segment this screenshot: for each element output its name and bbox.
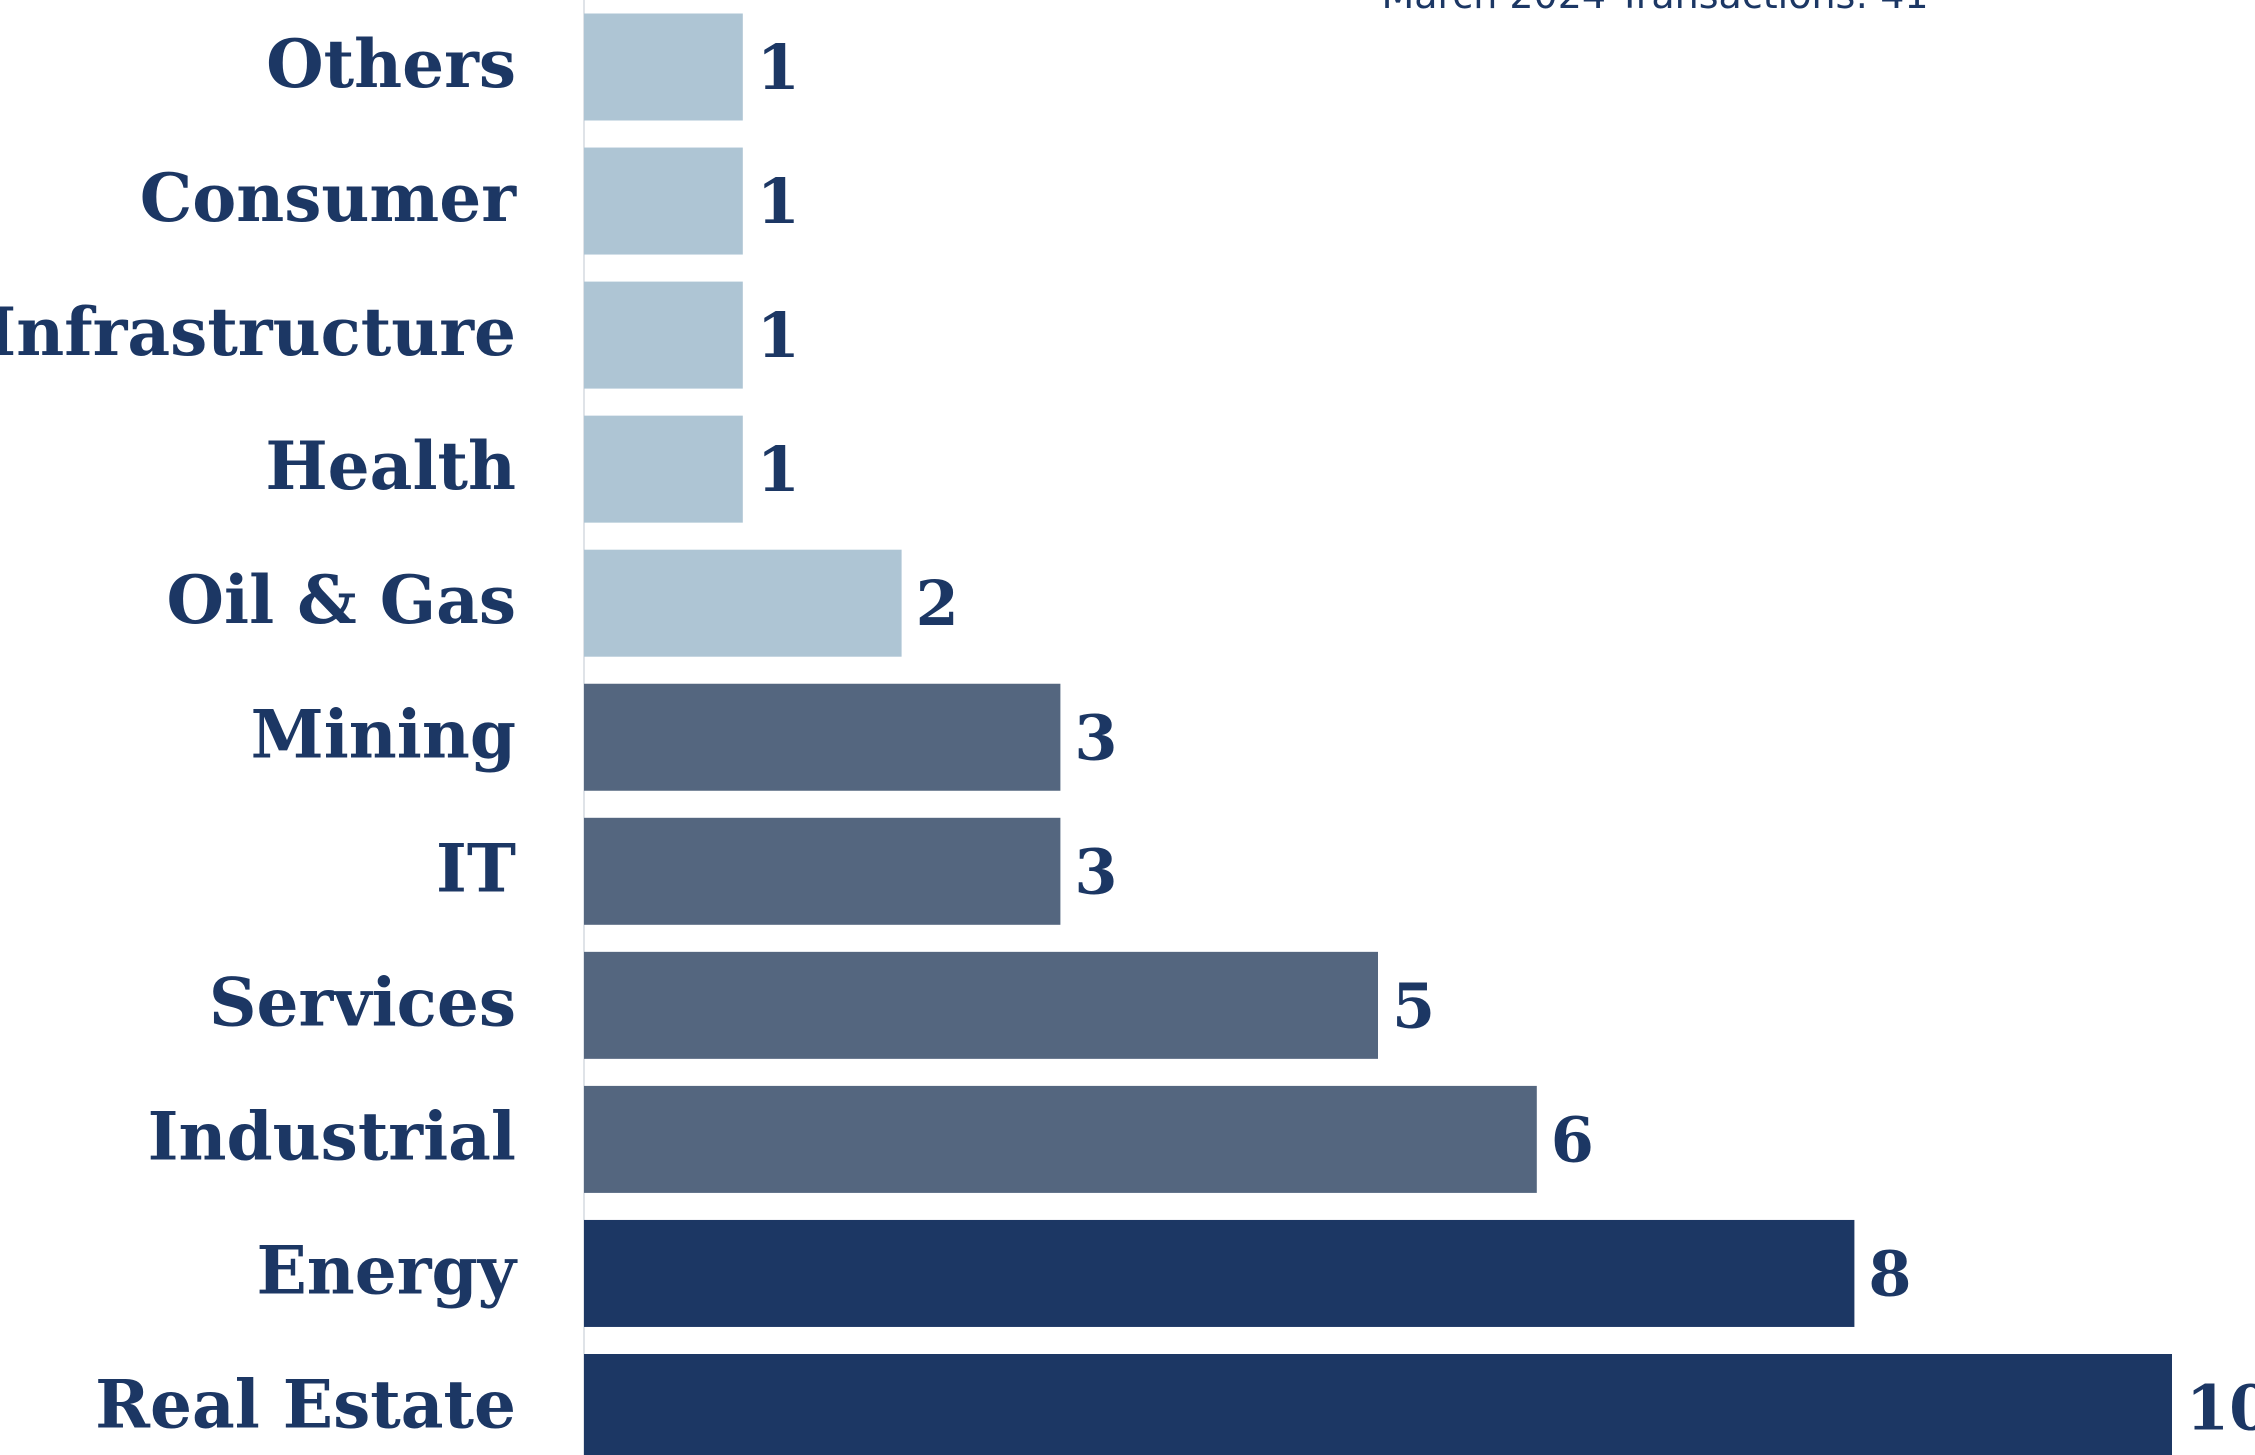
value-label-energy: 8 xyxy=(1868,1237,1911,1310)
value-label-others: 1 xyxy=(757,31,800,104)
category-label-oil-and-gas: Oil & Gas xyxy=(167,561,516,639)
value-label-real-estate: 10 xyxy=(2186,1372,2255,1445)
category-label-health: Health xyxy=(265,427,516,505)
bar-consumer xyxy=(584,147,743,255)
value-label-services: 5 xyxy=(1392,969,1435,1042)
category-label-mining: Mining xyxy=(251,695,516,773)
bar-health xyxy=(584,415,743,523)
bars-group: Others 1 Consumer 1 Infrastructure 1 Health 1 Oi… xyxy=(0,13,2255,1455)
value-label-it: 3 xyxy=(1074,835,1117,908)
value-label-oil-and-gas: 2 xyxy=(916,567,959,640)
bar-mining xyxy=(584,683,1061,791)
category-label-services: Services xyxy=(209,963,516,1041)
bar-services xyxy=(584,951,1378,1059)
chart-subtitle: March 2024 Transactions: 41 xyxy=(1381,0,1928,17)
bar-infrastructure xyxy=(584,281,743,389)
category-label-real-estate: Real Estate xyxy=(95,1366,516,1444)
bar-energy xyxy=(584,1219,1855,1327)
value-label-health: 1 xyxy=(757,433,800,506)
category-label-infrastructure: Infrastructure xyxy=(0,293,516,371)
value-label-industrial: 6 xyxy=(1551,1103,1594,1176)
category-label-energy: Energy xyxy=(256,1231,517,1309)
bar-real-estate xyxy=(584,1354,2172,1455)
category-label-others: Others xyxy=(266,25,516,103)
category-label-consumer: Consumer xyxy=(140,159,518,237)
category-label-industrial: Industrial xyxy=(148,1097,516,1175)
value-label-consumer: 1 xyxy=(757,165,800,238)
bar-industrial xyxy=(584,1085,1537,1193)
bar-it xyxy=(584,817,1061,925)
category-label-it: IT xyxy=(436,829,516,907)
bar-oil-and-gas xyxy=(584,549,902,657)
value-label-infrastructure: 1 xyxy=(757,299,800,372)
bar-others xyxy=(584,13,743,121)
value-label-mining: 3 xyxy=(1074,701,1117,774)
